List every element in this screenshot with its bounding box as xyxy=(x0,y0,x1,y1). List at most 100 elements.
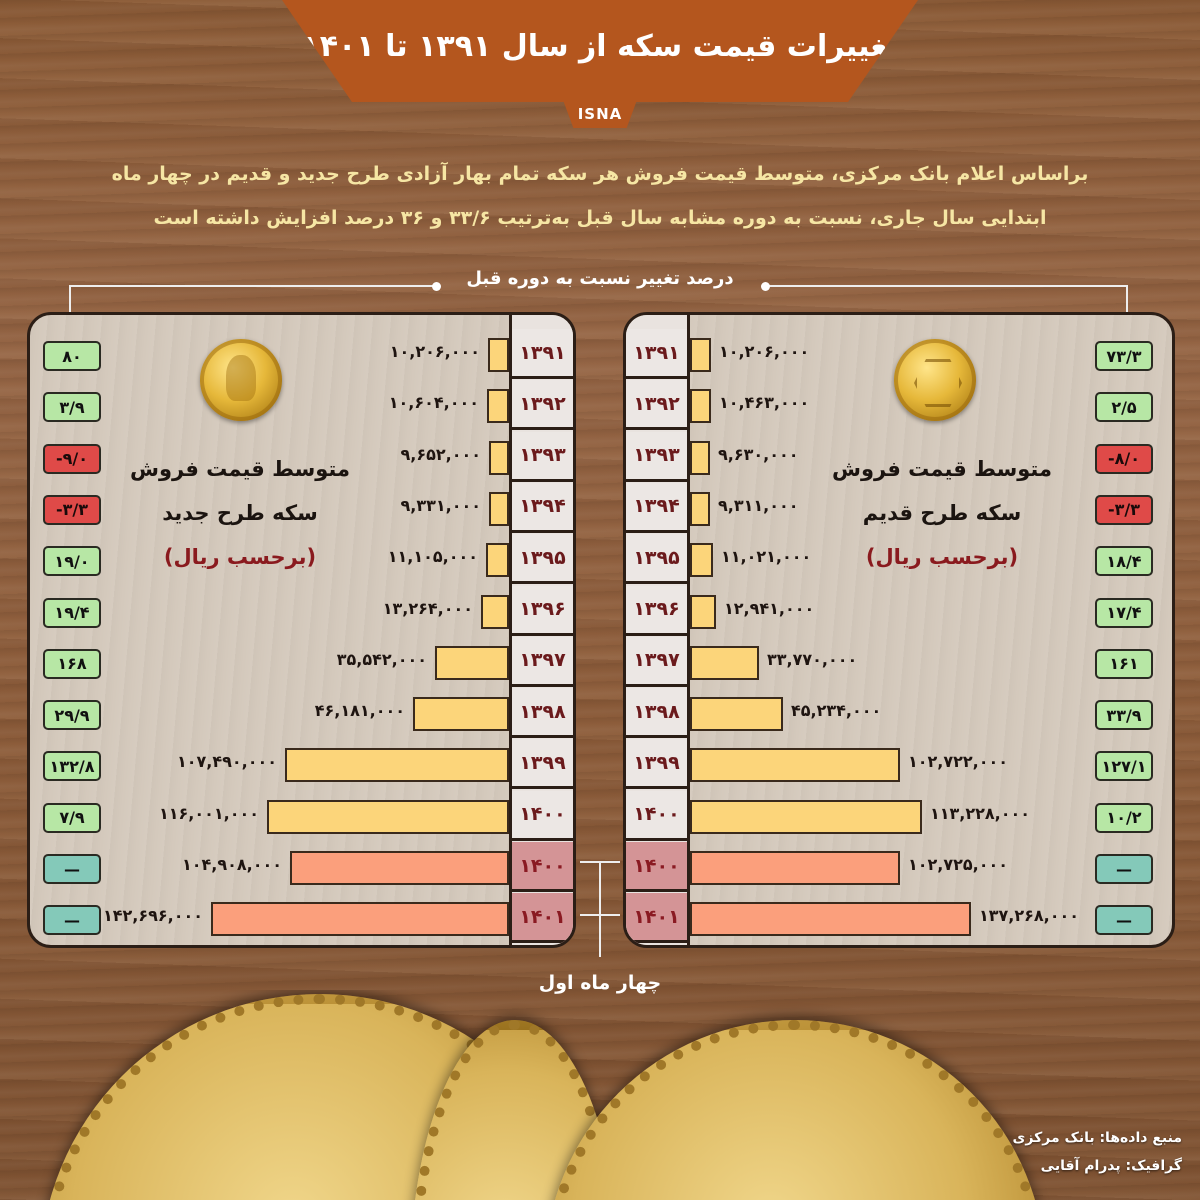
table-row: ۱۳۹۵ ۱۱,۱۰۵,۰۰۰ ۱۹/۰ xyxy=(30,534,573,585)
year-label: ۱۴۰۰ xyxy=(626,842,690,892)
intro-line-2: ابتدایی سال جاری، نسبت به دوره مشابه سال… xyxy=(153,207,1047,229)
price-bar xyxy=(690,491,710,526)
price-value: ۴۵,۲۳۴,۰۰۰ xyxy=(791,701,882,721)
table-row: ۱۴۰۰ ۱۱۶,۰۰۱,۰۰۰ ۷/۹ xyxy=(30,790,573,841)
price-value: ۱۰,۶۰۴,۰۰۰ xyxy=(388,393,479,413)
pct-change-badge: ۲۹/۹ xyxy=(43,700,101,731)
year-label: ۱۳۹۸ xyxy=(509,688,573,739)
table-row: ۱۳۹۷ ۳۵,۵۴۲,۰۰۰ ۱۶۸ xyxy=(30,636,573,687)
table-row: ۱۳۹۴ ۹,۳۳۱,۰۰۰ -۳/۳ xyxy=(30,482,573,533)
data-source: منبع داده‌ها: بانک مرکزی xyxy=(1012,1130,1182,1146)
new-design-coin-icon xyxy=(200,339,282,421)
table-row: ۱۳۹۹ ۱۰۲,۷۲۲,۰۰۰ ۱۲۷/۱ xyxy=(626,739,1172,790)
connector-line-right xyxy=(765,285,1128,287)
table-row: ۱۳۹۲ ۱۰,۴۶۳,۰۰۰ ۲/۵ xyxy=(626,380,1172,431)
year-label: ۱۴۰۰ xyxy=(509,842,573,892)
price-value: ۱۴۲,۶۹۶,۰۰۰ xyxy=(102,906,203,926)
panel-label-old: متوسط قیمت فروش سکه طرح قدیم (برحسب ریال… xyxy=(812,447,1072,579)
table-row: ۱۳۹۳ ۹,۶۵۲,۰۰۰ -۹/۰ xyxy=(30,431,573,482)
table-row: ۱۳۹۸ ۴۶,۱۸۱,۰۰۰ ۲۹/۹ xyxy=(30,688,573,739)
price-value: ۱۰,۲۰۶,۰۰۰ xyxy=(389,342,480,361)
price-value: ۴۶,۱۸۱,۰۰۰ xyxy=(314,701,405,721)
price-value: ۱۰۷,۴۹۰,۰۰۰ xyxy=(176,752,277,772)
price-value: ۱۱۳,۲۲۸,۰۰۰ xyxy=(930,803,1031,823)
price-value: ۱۰۲,۷۲۲,۰۰۰ xyxy=(908,752,1009,772)
table-row: ۱۳۹۱ ۱۰,۲۰۶,۰۰۰ ۷۳/۳ xyxy=(626,329,1172,379)
price-value: ۱۳,۲۶۴,۰۰۰ xyxy=(382,598,473,618)
source-tag: ISNA xyxy=(563,100,637,128)
year-label: ۱۳۹۲ xyxy=(509,380,573,431)
unit-label: (برحسب ریال) xyxy=(865,545,1019,569)
price-bar xyxy=(690,799,922,834)
price-value: ۹,۳۱۱,۰۰۰ xyxy=(718,495,799,515)
four-months-caption: چهار ماه اول xyxy=(538,972,662,994)
table-row: ۱۴۰۰ ۱۰۲,۷۲۵,۰۰۰ — xyxy=(626,842,1172,892)
year-label: ۱۳۹۵ xyxy=(509,534,573,585)
panel-old-design: متوسط قیمت فروش سکه طرح قدیم (برحسب ریال… xyxy=(623,312,1175,948)
year-label: ۱۴۰۱ xyxy=(626,893,690,944)
price-bar xyxy=(690,645,759,680)
table-row: ۱۳۹۵ ۱۱,۰۲۱,۰۰۰ ۱۸/۴ xyxy=(626,534,1172,585)
price-bar xyxy=(481,594,509,629)
pct-change-badge: ۱۹/۰ xyxy=(43,546,101,577)
connector-line-left xyxy=(70,285,438,287)
year-label: ۱۴۰۱ xyxy=(509,893,573,944)
year-label: ۱۳۹۹ xyxy=(626,739,690,790)
price-value: ۱۱,۰۲۱,۰۰۰ xyxy=(721,547,812,567)
price-value: ۱۲,۹۴۱,۰۰۰ xyxy=(724,598,815,618)
connector-dot xyxy=(432,282,441,291)
price-value: ۱۰۴,۹۰۸,۰۰۰ xyxy=(181,855,282,874)
connector-dot xyxy=(761,282,770,291)
pct-change-caption: درصد تغییر نسبت به دوره قبل xyxy=(466,268,734,289)
price-value: ۳۳,۷۷۰,۰۰۰ xyxy=(767,649,858,669)
price-bar xyxy=(690,594,716,629)
price-bar xyxy=(488,338,509,372)
connector-drop-right xyxy=(1126,285,1128,329)
price-value: ۹,۶۵۲,۰۰۰ xyxy=(400,444,481,464)
old-design-coin-icon xyxy=(894,339,976,421)
year-label: ۱۳۹۱ xyxy=(626,329,690,379)
year-label: ۱۳۹۱ xyxy=(509,329,573,379)
pct-change-badge: -۳/۳ xyxy=(43,494,101,525)
pct-change-badge: -۳/۳ xyxy=(1095,494,1153,525)
pct-change-badge: -۸/۰ xyxy=(1095,443,1153,474)
intro-text: براساس اعلام بانک مرکزی، متوسط قیمت فروش… xyxy=(60,152,1140,240)
price-value: ۹,۶۳۰,۰۰۰ xyxy=(718,444,799,464)
page-title: تغییرات قیمت سکه از سال ۱۳۹۱ تا ۱۴۰۱ xyxy=(301,28,899,64)
year-label: ۱۳۹۶ xyxy=(509,585,573,636)
pct-change-badge: ۱۹/۴ xyxy=(43,597,101,628)
pct-change-badge: ۷/۹ xyxy=(43,802,101,833)
table-row: ۱۴۰۰ ۱۱۳,۲۲۸,۰۰۰ ۱۰/۲ xyxy=(626,790,1172,841)
price-value: ۹,۳۳۱,۰۰۰ xyxy=(400,495,481,515)
pct-change-badge: ۷۳/۳ xyxy=(1095,341,1153,371)
pct-change-badge: ۱۲۷/۱ xyxy=(1095,751,1153,782)
graphic-credit: گرافیک: پدرام آقایی xyxy=(1040,1158,1182,1174)
price-value: ۱۰,۴۶۳,۰۰۰ xyxy=(719,393,810,413)
intro-line-1: براساس اعلام بانک مرکزی، متوسط قیمت فروش… xyxy=(111,163,1089,185)
table-row: ۱۳۹۸ ۴۵,۲۳۴,۰۰۰ ۳۳/۹ xyxy=(626,688,1172,739)
price-bar xyxy=(290,851,509,885)
price-bar xyxy=(267,799,509,834)
year-label: ۱۳۹۳ xyxy=(509,431,573,482)
year-label: ۱۳۹۴ xyxy=(509,482,573,533)
pct-change-badge: ۲/۵ xyxy=(1095,392,1153,423)
label-line-1: متوسط قیمت فروش xyxy=(130,457,350,481)
year-label: ۱۳۹۶ xyxy=(626,585,690,636)
table-row: ۱۴۰۱ ۱۳۷,۲۶۸,۰۰۰ — xyxy=(626,893,1172,944)
year-label: ۱۳۹۷ xyxy=(509,636,573,687)
pct-change-badge: -۹/۰ xyxy=(43,443,101,474)
panel-label-new: متوسط قیمت فروش سکه طرح جدید (برحسب ریال… xyxy=(110,447,370,579)
year-label: ۱۳۹۳ xyxy=(626,431,690,482)
year-label: ۱۳۹۹ xyxy=(509,739,573,790)
table-row: ۱۴۰۱ ۱۴۲,۶۹۶,۰۰۰— xyxy=(30,893,573,944)
year-label: ۱۴۰۰ xyxy=(626,790,690,841)
price-bar xyxy=(690,338,711,372)
year-label: ۱۳۹۴ xyxy=(626,482,690,533)
price-value: ۱۰,۲۰۶,۰۰۰ xyxy=(719,342,810,361)
year-label: ۱۳۹۵ xyxy=(626,534,690,585)
table-row: ۱۳۹۶ ۱۳,۲۶۴,۰۰۰ ۱۹/۴ xyxy=(30,585,573,636)
pct-change-badge: ۱۳۲/۸ xyxy=(43,751,101,782)
price-bar xyxy=(486,543,509,578)
table-row: ۱۳۹۱ ۱۰,۲۰۶,۰۰۰ ۸۰ xyxy=(30,329,573,379)
unit-label: (برحسب ریال) xyxy=(163,545,317,569)
